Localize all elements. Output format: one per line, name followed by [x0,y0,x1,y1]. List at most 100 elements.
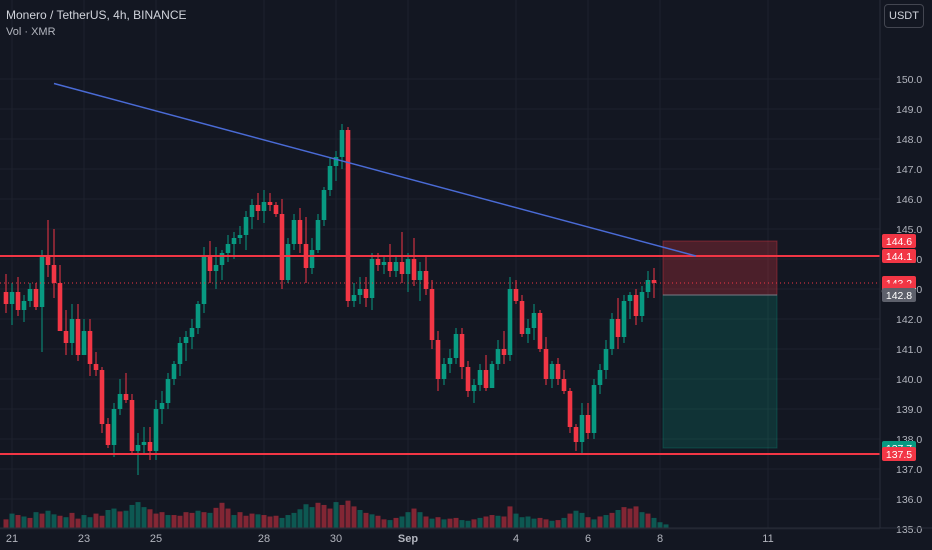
volume-bar [237,512,243,528]
x-tick-label: 11 [762,533,773,545]
volume-bar [453,517,459,528]
volume-bar [495,515,501,528]
candle-body [447,358,453,364]
volume-bar [177,515,183,528]
candle-body [417,271,423,280]
volume-bar [483,516,489,528]
volume-bar [441,519,447,528]
candle-body [639,292,645,316]
candle-body [369,259,375,298]
candle-body [117,394,123,409]
y-tick-label: 136.0 [896,494,922,506]
volume-bar [465,520,471,528]
candle-body [69,319,75,343]
currency-button[interactable]: USDT [884,4,924,28]
candle-body [45,256,51,265]
candle-body [165,379,171,403]
candle-body [603,349,609,370]
candle-body [507,289,513,355]
candle-body [177,343,183,364]
volume-bar [375,515,381,528]
volume-bar [93,513,99,528]
volume-bar [39,513,45,528]
volume-bar [51,514,57,528]
volume-bar [345,500,351,528]
candle-body [27,289,33,301]
candle-body [243,217,249,235]
volume-bar [597,516,603,528]
candle-body [519,301,525,334]
candle-body [267,202,273,205]
x-tick-label: 6 [585,533,591,545]
volume-bar [519,517,525,528]
volume-bar [279,517,285,528]
candle-body [219,253,225,265]
candle-body [189,328,195,337]
candle-body [99,370,105,424]
volume-bar [459,520,465,528]
candle-body [279,214,285,280]
volume-bar [531,518,537,528]
price-badge-label: 144.6 [886,236,912,248]
volume-bar [585,517,591,528]
candle-body [453,334,459,358]
volume-bar [333,502,339,528]
volume-bar [219,502,225,528]
volume-bar [393,517,399,528]
volume-bar [663,524,669,528]
volume-bar [561,517,567,528]
volume-bar [195,510,201,528]
volume-bar [633,506,639,528]
candle-body [75,319,81,355]
candle-body [9,292,15,304]
candle-body [633,295,639,316]
volume-bar [171,515,177,528]
volume-bar [603,515,609,528]
candle-body [573,427,579,442]
y-tick-label: 137.0 [896,464,922,476]
volume-bar [471,519,477,528]
volume-bar [159,512,165,528]
candle-body [207,256,213,271]
candle-body [255,205,261,211]
volume-bar [57,515,63,528]
volume-bar [147,509,153,528]
volume-bar [609,512,615,528]
volume-bar [387,520,393,528]
volume-bar [351,506,357,528]
candle-body [651,280,657,283]
candle-body [477,370,483,385]
candle-body [543,349,549,379]
candle-body [441,364,447,379]
candle-body [489,364,495,388]
candle-body [579,415,585,442]
volume-bar [153,513,159,528]
candle-body [291,220,297,244]
candle-body [531,313,537,328]
volume-bar [363,512,369,528]
volume-bar [513,513,519,528]
candle-body [345,130,351,301]
candle-body [459,334,465,367]
price-badge [882,288,916,302]
candle-body [39,256,45,307]
x-tick-label: 21 [6,533,18,545]
symbol-title: Monero / TetherUS, 4h, BINANCE [6,8,187,22]
candle-body [513,289,519,301]
volume-legend: Vol · XMR [6,26,56,38]
candle-body [57,283,63,331]
candle-body [231,238,237,244]
candle-body [33,289,39,307]
volume-bar [141,507,147,528]
candle-body [123,394,129,400]
candle-body [321,190,327,220]
volume-bar [399,516,405,528]
candle-body [357,289,363,295]
volume-bar [285,515,291,528]
volume-bar [645,513,651,528]
volume-bar [15,515,21,528]
candle-body [351,295,357,301]
candle-body [141,442,147,445]
candle-body [495,349,501,364]
